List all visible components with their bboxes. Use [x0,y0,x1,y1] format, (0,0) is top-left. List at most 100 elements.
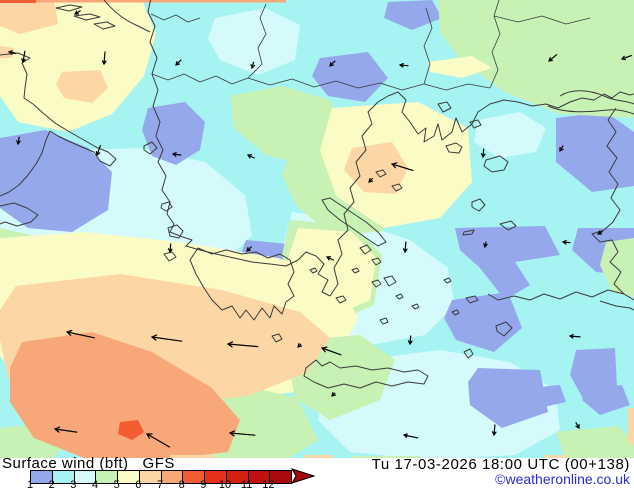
coastline [379,317,389,325]
coastline [0,202,39,227]
legend-tick-label: 11 [240,479,253,490]
wind-arrow-icon [398,62,409,68]
legend-tick-label: 7 [156,479,164,490]
legend-cell-9 [205,471,227,483]
coastline [0,52,117,197]
legend-tick-label: 5 [113,479,120,490]
legend-ticks: 1 2 3 4 5 6 7 8 9 10 11 12 [0,479,634,490]
wind-field-region-bft6 [628,408,634,446]
legend-tick-label: 1 [26,479,34,490]
wind-field-region-bft4 [352,456,420,458]
country-border [150,13,201,23]
wind-field-region-bft1 [0,130,112,232]
coastline [335,295,347,304]
product-label: Surface wind (bft) [2,455,129,472]
wind-arrow-icon [175,59,182,66]
coastline [160,201,173,212]
legend-cell-11 [248,471,271,483]
legend-tick-label: 2 [48,479,55,490]
wind-arrow-icon [320,346,342,356]
legend-tick-label: 9 [200,479,207,490]
coastline [73,13,101,21]
legend-cell-10 [226,471,249,483]
legend-tick-label: 3 [70,479,77,490]
wind-field-region-bft4 [438,0,634,118]
wind-field-region-bft8 [118,420,144,440]
coastline [599,300,634,311]
wind-arrow-icon [407,335,413,346]
wind-field-region-bft6 [545,455,567,458]
wind-arrow-icon [73,10,81,15]
wind-field-region-bft3 [208,8,300,75]
wind-arrow-icon [331,392,336,397]
coastline [437,101,452,113]
wind-arrow-icon [150,334,183,342]
legend-cell-8 [183,471,205,483]
legend-colorbar [30,470,292,484]
coastline [443,277,452,284]
wind-arrow-icon [596,230,603,235]
wind-arrow-icon [53,426,78,433]
wind-field-region-bft4 [556,426,634,458]
coastline [547,105,634,115]
wind-field-region-bft1 [556,112,634,192]
wind-arrow-icon [483,241,488,249]
coastline [329,91,634,297]
wind-arrow-icon [402,241,408,254]
wind-arrow-icon [575,422,580,430]
wind-field-region-bft1 [524,385,566,408]
wind-arrow-icon [167,243,173,254]
wind-arrow-icon [171,152,182,157]
legend-tick-label: 12 [262,479,275,490]
wind-arrow-icon [101,51,107,66]
wind-field-region-bft6 [56,70,108,103]
wind-arrow-icon [402,433,419,439]
wind-field-region-bft7 [36,0,286,3]
coastline [189,247,295,321]
footer-bar: Surface wind (bft) GFS 1 2 3 4 5 6 7 8 9 10 11 12 Tu… [0,455,634,490]
wind-field-region-bft3 [474,112,546,158]
coastline [451,309,460,316]
wind-arrow-icon [16,136,21,146]
legend-tick-label: 4 [91,479,99,490]
map-title: Surface wind (bft) GFS [2,455,175,472]
wind-field-region-bft6 [344,142,408,194]
wind-field-region-bft7 [10,332,240,458]
coastline [487,289,625,301]
legend-arrow-tip-icon [291,468,315,484]
wind-arrow-icon [568,333,581,339]
coastline [463,348,474,359]
legend-cell-2 [52,471,75,483]
wind-field-region-bft8 [0,0,36,3]
coastline [483,155,509,173]
legend-cell-12 [270,471,291,483]
wind-arrow-icon [226,341,259,348]
wind-arrow-icon [329,60,336,67]
coastline [395,293,404,300]
legend-cell-7 [161,471,184,483]
coastline [391,183,403,192]
coastline [303,359,429,389]
coastline [143,141,158,155]
legend-cell-3 [74,471,97,483]
wind-arrow-icon [21,50,26,64]
wind-arrow-icon [368,177,374,183]
country-border [493,15,591,25]
coastline [411,303,420,310]
wind-field-region-bft1 [468,368,548,428]
wind-arrow-icon [390,162,414,171]
coastline [465,295,479,304]
map-area [0,0,634,458]
wind-field-region-bft5 [288,228,376,316]
model-label: GFS [142,455,175,472]
legend-cell-5 [118,471,140,483]
country-border [247,3,267,79]
wind-arrow-icon [228,430,256,437]
legend-tick-label: 6 [135,479,142,490]
coastline [55,4,83,12]
wind-field-region-bft1 [455,226,560,300]
coastline [469,119,482,129]
coastline [495,321,513,337]
country-border [247,77,491,91]
